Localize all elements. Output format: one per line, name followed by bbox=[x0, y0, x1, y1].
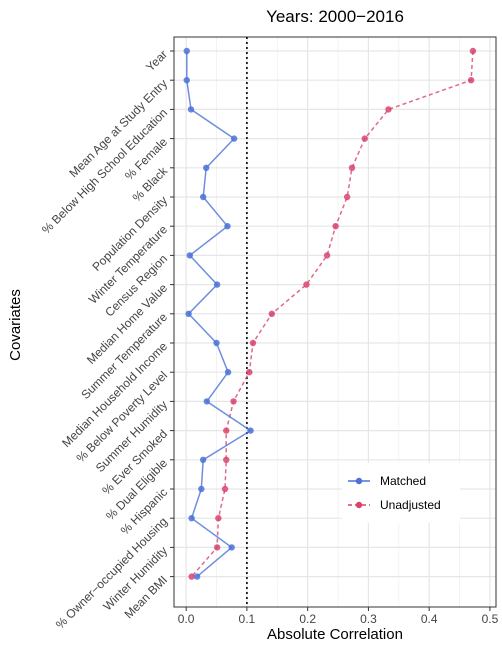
data-point-matched bbox=[198, 485, 205, 493]
data-point-matched bbox=[203, 164, 210, 171]
data-point-matched bbox=[185, 310, 192, 317]
x-tick-label: 0.0 bbox=[178, 612, 195, 626]
data-point-unadjusted bbox=[467, 77, 475, 84]
legend-box bbox=[342, 463, 460, 523]
data-point-unadjusted bbox=[223, 456, 230, 463]
x-tick-label: 0.4 bbox=[421, 612, 438, 626]
data-point-unadjusted bbox=[361, 135, 368, 142]
data-point-unadjusted bbox=[215, 515, 222, 522]
data-point-unadjusted bbox=[303, 281, 310, 288]
data-point-unadjusted bbox=[469, 47, 477, 55]
data-point-unadjusted bbox=[221, 485, 229, 493]
legend-label: Unadjusted bbox=[380, 498, 441, 512]
data-point-unadjusted bbox=[188, 573, 195, 580]
x-tick-label: 0.1 bbox=[239, 612, 256, 626]
data-point-matched bbox=[199, 456, 207, 463]
data-point-matched bbox=[187, 106, 195, 113]
data-point-matched bbox=[247, 427, 254, 434]
data-point-unadjusted bbox=[249, 339, 257, 347]
data-point-unadjusted bbox=[223, 427, 230, 434]
data-point-unadjusted bbox=[268, 310, 276, 317]
data-point-unadjusted bbox=[343, 193, 351, 201]
data-point-unadjusted bbox=[385, 106, 392, 113]
x-axis-title: Absolute Correlation bbox=[267, 626, 403, 643]
data-point-matched bbox=[183, 47, 190, 55]
data-point-unadjusted bbox=[230, 398, 237, 405]
data-point-unadjusted bbox=[323, 252, 331, 259]
legend-label: Matched bbox=[380, 474, 426, 488]
data-point-matched bbox=[199, 193, 207, 201]
data-point-matched bbox=[188, 515, 195, 522]
data-point-matched bbox=[183, 77, 190, 84]
data-point-unadjusted bbox=[213, 544, 221, 551]
legend-key-point bbox=[355, 501, 363, 509]
data-point-matched bbox=[213, 339, 220, 347]
y-axis-title: Covariates bbox=[7, 289, 24, 361]
data-point-matched bbox=[203, 398, 211, 405]
chart-title: Years: 2000−2016 bbox=[266, 7, 404, 26]
panel-frame bbox=[173, 36, 497, 608]
data-point-matched bbox=[213, 281, 221, 288]
data-point-unadjusted bbox=[348, 164, 356, 171]
legend-key-point bbox=[355, 477, 363, 485]
data-point-unadjusted bbox=[332, 223, 339, 230]
x-tick-label: 0.2 bbox=[299, 612, 316, 626]
data-point-matched bbox=[230, 135, 238, 142]
data-point-matched bbox=[228, 544, 235, 551]
data-point-matched bbox=[224, 223, 231, 230]
x-tick-label: 0.5 bbox=[482, 612, 499, 626]
data-point-unadjusted bbox=[246, 369, 253, 376]
data-point-matched bbox=[193, 573, 201, 580]
data-point-matched bbox=[186, 252, 193, 259]
data-point-matched bbox=[224, 369, 232, 376]
x-tick-label: 0.3 bbox=[360, 612, 377, 626]
